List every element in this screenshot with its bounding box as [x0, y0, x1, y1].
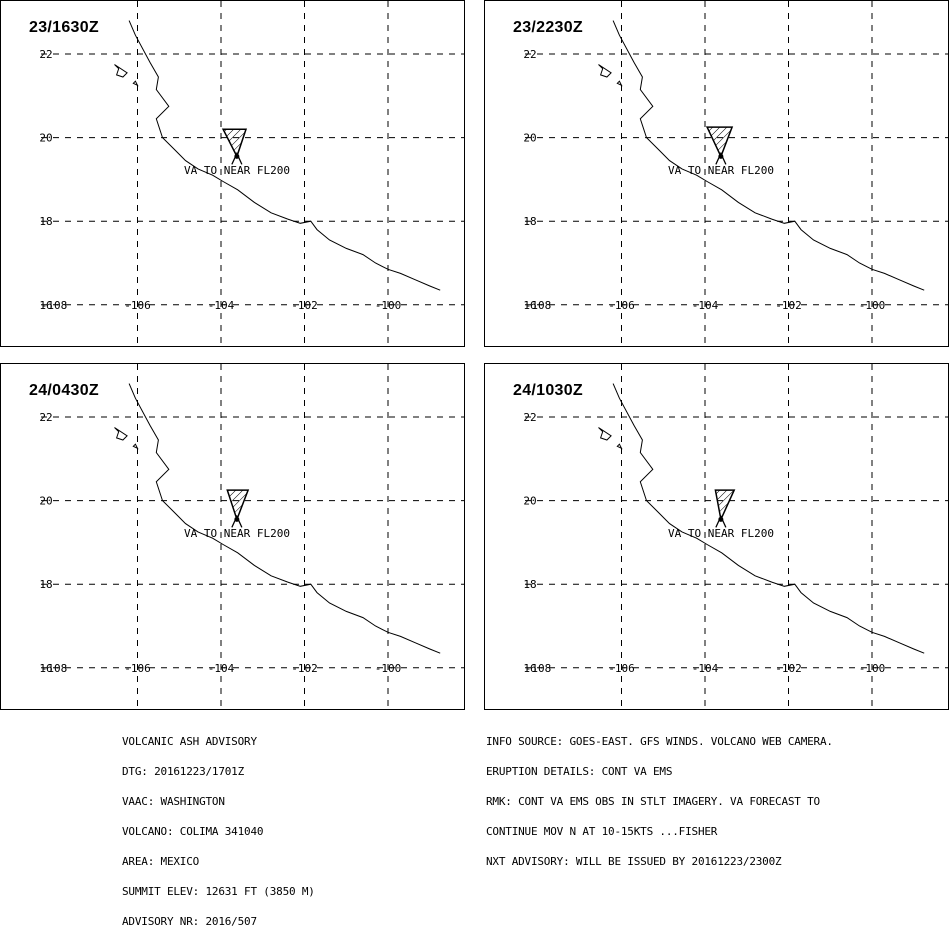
latitude-tick-label: 18: [523, 215, 536, 228]
longitude-tick-label: -100: [859, 662, 886, 675]
ash-cloud-polygon: [714, 489, 736, 522]
latitude-tick-label: 18: [39, 215, 52, 228]
latitude-tick-label: 22: [39, 48, 52, 61]
ash-height-label: VA TO NEAR FL200: [184, 164, 290, 177]
island-outline: [114, 64, 128, 78]
volcano-icon: [231, 151, 243, 165]
forecast-panel-4: -108 -106 -104 -102 -100 22 20 18 16 VA TO NEAR F…: [484, 363, 949, 710]
ash-height-label: VA TO NEAR FL200: [668, 527, 774, 540]
panel-time-label: 24/1030Z: [513, 382, 584, 399]
longitude-tick-label: -108: [41, 299, 68, 312]
advisory-number: ADVISORY NR: 2016/507: [122, 915, 257, 928]
island-outline: [598, 64, 612, 78]
coastline: [612, 383, 925, 654]
latitude-tick-label: 20: [39, 495, 52, 508]
advisory-remarks-continued: CONTINUE MOV N AT 10-15KTS ...FISHER: [486, 825, 718, 838]
volcano-icon: [715, 151, 727, 165]
volcano-location-marker: [718, 153, 724, 159]
latitude-tick-label: 22: [523, 48, 536, 61]
coastline: [128, 383, 441, 654]
coastline: [612, 20, 925, 291]
panel-time-label: 23/1630Z: [29, 19, 100, 36]
map-canvas: -108 -106 -104 -102 -100 22 20 18 16 VA TO NEAR F…: [523, 1, 948, 346]
advisory-vaac: VAAC: WASHINGTON: [122, 795, 225, 808]
latitude-tick-label: 18: [39, 578, 52, 591]
longitude-tick-label: -104: [692, 299, 719, 312]
longitude-tick-label: -106: [124, 299, 151, 312]
forecast-panel-2: -108 -106 -104 -102 -100 22 20 18 16 VA TO NEAR F…: [484, 0, 949, 347]
latitude-tick-label: 16: [39, 662, 52, 675]
longitude-tick-label: -102: [775, 299, 802, 312]
island-outline: [616, 443, 623, 450]
latitude-tick-label: 20: [523, 132, 536, 145]
advisory-next: NXT ADVISORY: WILL BE ISSUED BY 20161223…: [486, 855, 782, 868]
forecast-panel-3: -108 -106 -104 -102 -100 22 20 18 16 VA TO NEAR F…: [0, 363, 465, 710]
advisory-dtg: DTG: 20161223/1701Z: [122, 765, 245, 778]
longitude-tick-label: -100: [375, 299, 402, 312]
longitude-tick-label: -100: [375, 662, 402, 675]
island-outline: [616, 80, 623, 87]
map-canvas: -108 -106 -104 -102 -100 22 20 18 16 VA TO NEAR F…: [39, 1, 464, 346]
coastline: [128, 20, 441, 291]
volcano-icon: [231, 514, 243, 528]
panel-time-label: 24/0430Z: [29, 382, 100, 399]
longitude-tick-label: -102: [291, 662, 318, 675]
longitude-tick-label: -108: [41, 662, 68, 675]
ash-cloud-polygon: [221, 128, 248, 159]
latitude-tick-label: 18: [523, 578, 536, 591]
longitude-tick-label: -106: [608, 662, 635, 675]
longitude-tick-label: -100: [859, 299, 886, 312]
longitude-tick-label: -102: [291, 299, 318, 312]
volcano-location-marker: [234, 153, 240, 159]
advisory-volcano: VOLCANO: COLIMA 341040: [122, 825, 264, 838]
longitude-tick-label: -106: [608, 299, 635, 312]
longitude-tick-label: -108: [525, 299, 552, 312]
latitude-tick-label: 16: [39, 299, 52, 312]
latitude-tick-label: 20: [523, 495, 536, 508]
longitude-tick-label: -102: [775, 662, 802, 675]
island-outline: [132, 80, 139, 87]
ash-height-label: VA TO NEAR FL200: [184, 527, 290, 540]
longitude-tick-label: -104: [208, 662, 235, 675]
volcano-icon: [715, 514, 727, 528]
advisory-area: AREA: MEXICO: [122, 855, 200, 868]
island-outline: [598, 427, 612, 441]
longitude-tick-label: -106: [124, 662, 151, 675]
volcano-location-marker: [718, 516, 724, 522]
advisory-info-left: VOLCANIC ASH ADVISORY DTG: 20161223/1701…: [122, 717, 315, 937]
latitude-tick-label: 22: [39, 411, 52, 424]
latitude-tick-label: 16: [523, 299, 536, 312]
island-outline: [114, 427, 128, 441]
map-canvas: -108 -106 -104 -102 -100 22 20 18 16 VA TO NEAR F…: [523, 364, 948, 709]
volcano-location-marker: [234, 516, 240, 522]
advisory-remarks: RMK: CONT VA EMS OBS IN STLT IMAGERY. VA…: [486, 795, 820, 808]
forecast-panel-1: -108 -106 -104 -102 -100 22 20 18 16 VA TO NEAR F…: [0, 0, 465, 347]
advisory-info-source: INFO SOURCE: GOES-EAST. GFS WINDS. VOLCA…: [486, 735, 833, 748]
latitude-tick-label: 16: [523, 662, 536, 675]
ash-cloud-polygon: [226, 489, 250, 522]
advisory-eruption-details: ERUPTION DETAILS: CONT VA EMS: [486, 765, 673, 778]
longitude-tick-label: -108: [525, 662, 552, 675]
advisory-info-right: INFO SOURCE: GOES-EAST. GFS WINDS. VOLCA…: [486, 717, 833, 877]
ash-cloud-polygon: [705, 126, 734, 159]
latitude-tick-label: 22: [523, 411, 536, 424]
advisory-title: VOLCANIC ASH ADVISORY: [122, 735, 257, 748]
latitude-tick-label: 20: [39, 132, 52, 145]
panel-time-label: 23/2230Z: [513, 19, 584, 36]
longitude-tick-label: -104: [692, 662, 719, 675]
island-outline: [132, 443, 139, 450]
longitude-tick-label: -104: [208, 299, 235, 312]
advisory-summit-elev: SUMMIT ELEV: 12631 FT (3850 M): [122, 885, 315, 898]
ash-height-label: VA TO NEAR FL200: [668, 164, 774, 177]
map-canvas: -108 -106 -104 -102 -100 22 20 18 16 VA TO NEAR F…: [39, 364, 464, 709]
